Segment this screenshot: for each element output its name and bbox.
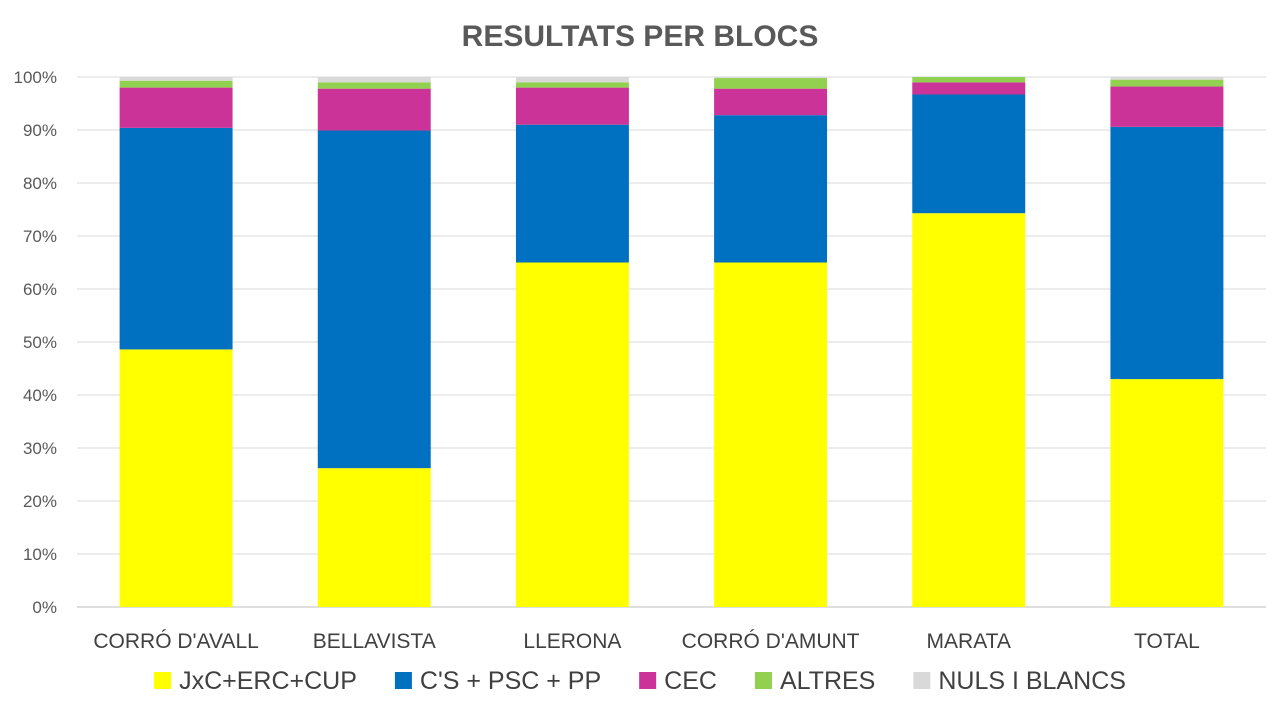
bar-segment: [1110, 126, 1224, 380]
bar-segment: [1110, 77, 1224, 80]
y-tick-label: 10%: [23, 545, 57, 564]
bar-segment: [1110, 79, 1224, 87]
y-tick-label: 40%: [23, 386, 57, 405]
legend-item: NULS I BLANCS: [913, 667, 1126, 695]
bar-segment: [515, 262, 629, 607]
bar-segment: [714, 77, 828, 79]
bar-segment: [317, 130, 431, 469]
bar-segment: [515, 82, 629, 88]
bar-segment: [912, 213, 1026, 607]
bar-segment: [912, 94, 1026, 214]
legend-item: CEC: [639, 667, 717, 695]
x-category-label: MARATA: [927, 630, 1011, 653]
bar-segment: [515, 124, 629, 263]
bar-segment: [317, 82, 431, 89]
bar-segment: [119, 349, 233, 607]
chart-title: RESULTATS PER BLOCS: [462, 20, 819, 53]
bar-segment: [1110, 379, 1224, 607]
legend-swatch: [639, 672, 657, 689]
bar-segment: [317, 468, 431, 607]
x-category-label: LLERONA: [523, 630, 621, 653]
legend-label: ALTRES: [780, 667, 875, 695]
legend-label: CEC: [664, 667, 717, 695]
bar-segment: [1110, 86, 1224, 127]
x-category-label: BELLAVISTA: [313, 630, 436, 653]
legend-item: JxC+ERC+CUP: [154, 667, 357, 695]
bar-segment: [119, 87, 233, 128]
x-category-label: CORRÓ D'AMUNT: [682, 630, 860, 653]
legend-swatch: [754, 672, 772, 689]
bar-segment: [515, 87, 629, 125]
bar-segment: [714, 262, 828, 607]
y-tick-label: 20%: [23, 492, 57, 511]
y-tick-label: 60%: [23, 280, 57, 299]
x-category-label: TOTAL: [1134, 630, 1200, 653]
y-tick-label: 50%: [23, 333, 57, 352]
bar-segment: [912, 82, 1026, 95]
legend-label: JxC+ERC+CUP: [179, 667, 357, 695]
bar-segment: [119, 127, 233, 350]
legend-item: C'S + PSC + PP: [394, 667, 601, 695]
bar-segment: [912, 77, 1026, 83]
y-tick-label: 0%: [32, 598, 57, 617]
y-tick-label: 90%: [23, 121, 57, 140]
bar-segment: [714, 88, 828, 116]
y-tick-label: 100%: [14, 68, 57, 87]
bar-segment: [317, 77, 431, 83]
bar-segment: [119, 77, 233, 81]
legend-swatch: [913, 672, 931, 689]
legend-item: ALTRES: [754, 667, 875, 695]
y-tick-label: 70%: [23, 227, 57, 246]
legend-label: C'S + PSC + PP: [420, 667, 601, 695]
legend-swatch: [154, 672, 172, 689]
y-tick-label: 80%: [23, 174, 57, 193]
legend-swatch: [394, 672, 412, 689]
bar-segment: [119, 80, 233, 88]
bar-segment: [317, 88, 431, 131]
legend-label: NULS I BLANCS: [938, 667, 1126, 695]
bar-segment: [515, 77, 629, 83]
y-tick-label: 30%: [23, 439, 57, 458]
bar-segment: [714, 115, 828, 263]
x-category-label: CORRÓ D'AVALL: [93, 630, 258, 653]
bar-segment: [714, 78, 828, 89]
